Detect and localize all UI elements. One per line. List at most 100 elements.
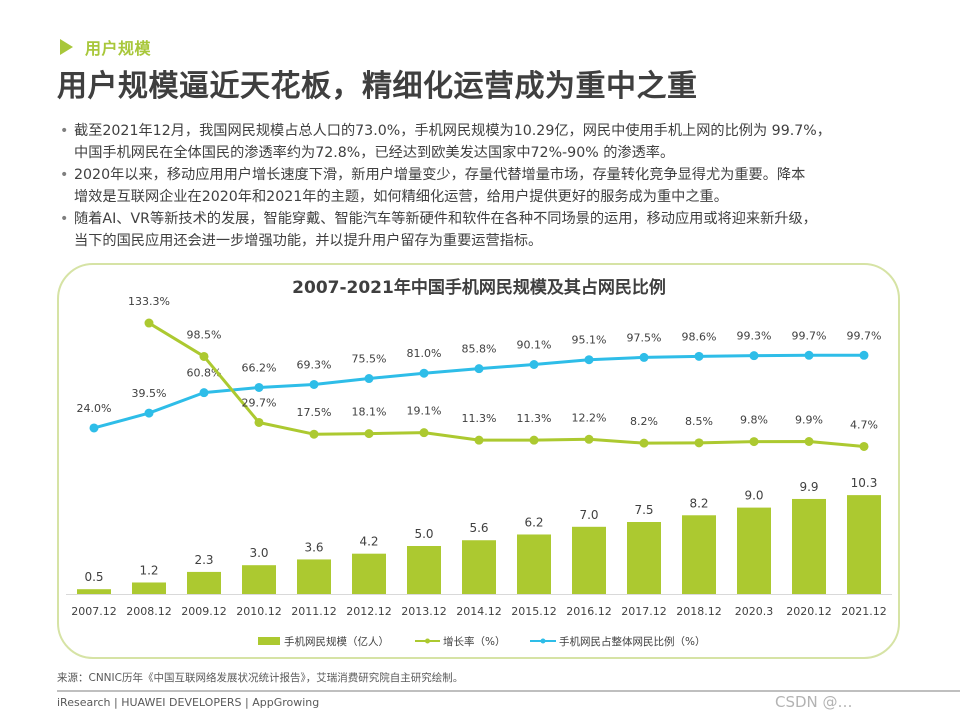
- growth-value-label: 29.7%: [242, 396, 277, 409]
- bar-value-label: 10.3: [851, 476, 878, 490]
- bar: [737, 507, 771, 594]
- share-point: [584, 355, 594, 365]
- growth-value-label: 18.1%: [352, 406, 387, 419]
- x-tick-label: 2020.3: [735, 605, 774, 618]
- bullet-line: 中国手机网民在全体国民的渗透率约为72.8%，已经达到欧美发达国家中72%-90…: [74, 145, 675, 161]
- share-value-label: 90.1%: [517, 339, 552, 352]
- share-point: [199, 388, 209, 398]
- growth-point: [529, 435, 539, 445]
- share-value-label: 66.2%: [242, 361, 277, 374]
- x-tick-label: 2018.12: [676, 605, 722, 618]
- section-tag: 用户规模: [60, 35, 151, 59]
- bullet-line: 2020年以来，移动应用用户增长速度下滑，新用户增量变少，存量代替增量市场，存量…: [74, 167, 806, 183]
- share-value-label: 60.8%: [187, 367, 222, 380]
- x-tick-label: 2016.12: [566, 605, 612, 618]
- growth-point: [859, 441, 869, 451]
- growth-value-label: 9.8%: [740, 414, 768, 427]
- legend-swatch-growth-point: [425, 638, 430, 644]
- bar-value-label: 7.0: [579, 508, 598, 522]
- share-value-label: 75.5%: [352, 353, 387, 366]
- watermark: CSDN @…: [775, 693, 853, 711]
- bar: [682, 515, 716, 594]
- bullet-line: 当下的国民应用还会进一步增强功能，并以提升用户留存为重要运营指标。: [74, 233, 543, 249]
- growth-point: [144, 318, 154, 328]
- bar-value-label: 7.5: [634, 503, 653, 517]
- share-value-label: 99.7%: [792, 329, 827, 342]
- x-tick-label: 2020.12: [786, 605, 832, 618]
- growth-value-label: 8.5%: [685, 415, 713, 428]
- bar: [77, 589, 111, 594]
- share-point: [419, 368, 429, 378]
- legend-label: 手机网民规模（亿人）: [284, 635, 389, 648]
- section-tag-label: 用户规模: [85, 39, 152, 58]
- footer-brands: iResearch | HUAWEI DEVELOPERS | AppGrowi…: [57, 696, 320, 709]
- bar-value-label: 5.6: [469, 521, 488, 535]
- bar-value-label: 9.0: [744, 489, 763, 503]
- bar: [187, 571, 221, 594]
- growth-value-label: 4.7%: [850, 418, 878, 431]
- growth-value-label: 11.3%: [517, 412, 552, 425]
- x-tick-labels: 2007.12 2008.12 2009.12 2010.12 2011.12 2012.…: [71, 605, 887, 618]
- chart-title: 2007-2021年中国手机网民规模及其占网民比例: [292, 277, 666, 298]
- x-tick-label: 2015.12: [511, 605, 557, 618]
- share-value-label: 24.0%: [77, 402, 112, 415]
- bar: [847, 495, 881, 594]
- bar-value-label: 3.0: [249, 546, 268, 560]
- share-point: [694, 351, 704, 361]
- share-point: [309, 379, 319, 389]
- share-value-label: 69.3%: [297, 358, 332, 371]
- share-value-label: 39.5%: [132, 387, 167, 400]
- share-point: [144, 408, 154, 418]
- bar: [572, 526, 606, 594]
- x-tick-label: 2009.12: [181, 605, 227, 618]
- share-point: [749, 351, 759, 361]
- growth-value-label: 98.5%: [187, 328, 222, 341]
- growth-value-label: 9.9%: [795, 413, 823, 426]
- share-point: [529, 360, 539, 370]
- share-point: [804, 350, 814, 360]
- share-value-label: 99.3%: [737, 330, 772, 343]
- bar: [242, 565, 276, 594]
- share-point: [254, 382, 264, 392]
- bullet-item: 截至2021年12月，我国网民规模占总人口的73.0%，手机网民规模为10.29…: [60, 120, 930, 164]
- share-point: [859, 350, 869, 360]
- growth-point: [474, 435, 484, 445]
- growth-value-label: 11.3%: [462, 412, 497, 425]
- bar-value-label: 0.5: [84, 570, 103, 584]
- bar-value-label: 1.2: [139, 563, 158, 577]
- x-tick-label: 2007.12: [71, 605, 117, 618]
- growth-point: [749, 437, 759, 447]
- growth-point: [639, 438, 649, 448]
- share-point: [474, 364, 484, 374]
- x-tick-label: 2012.12: [346, 605, 392, 618]
- bar-value-label: 8.2: [689, 496, 708, 510]
- share-value-label: 81.0%: [407, 347, 442, 360]
- bullet-list: 截至2021年12月，我国网民规模占总人口的73.0%，手机网民规模为10.29…: [60, 120, 930, 252]
- x-tick-label: 2013.12: [401, 605, 447, 618]
- legend-label: 增长率（%）: [443, 635, 505, 648]
- page-title: 用户规模逼近天花板，精细化运营成为重中之重: [57, 69, 698, 104]
- x-tick-label: 2021.12: [841, 605, 887, 618]
- share-value-label: 97.5%: [627, 331, 662, 344]
- x-tick-label: 2017.12: [621, 605, 667, 618]
- x-tick-label: 2008.12: [126, 605, 172, 618]
- growth-point: [309, 429, 319, 439]
- bar-value-label: 5.0: [414, 527, 433, 541]
- share-point: [89, 423, 99, 433]
- bullet-item: 2020年以来，移动应用用户增长速度下滑，新用户增量变少，存量代替增量市场，存量…: [60, 164, 930, 208]
- bar-value-label: 2.3: [194, 553, 213, 567]
- share-value-label: 99.7%: [847, 329, 882, 342]
- x-tick-label: 2014.12: [456, 605, 502, 618]
- growth-value-label: 8.2%: [630, 415, 658, 428]
- bullet-line: 增效是互联网企业在2020年和2021年的主题，如何精细化运营，给用户提供更好的…: [74, 189, 728, 205]
- growth-point: [254, 417, 264, 427]
- play-arrow-icon: [60, 39, 73, 55]
- growth-point: [364, 429, 374, 439]
- footer-divider: [57, 690, 960, 692]
- x-tick-label: 2011.12: [291, 605, 337, 618]
- bullet-item: 随着AI、VR等新技术的发展，智能穿戴、智能汽车等新硬件和软件在各种不同场景的运…: [60, 208, 930, 252]
- bar: [627, 522, 661, 594]
- growth-point: [694, 438, 704, 448]
- bars-layer: 0.5 1.2 2.3 3.0 3.6 4.2 5.0 5.6 6.2 7.0 7.5 8.2 9.0 9…: [77, 476, 881, 594]
